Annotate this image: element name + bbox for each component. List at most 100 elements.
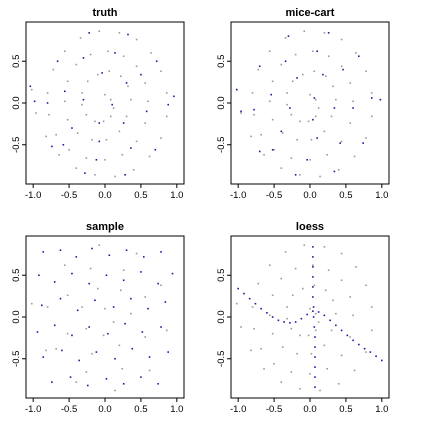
- data-point: [340, 279, 343, 282]
- data-point: [319, 175, 321, 178]
- data-point: [235, 88, 238, 91]
- data-point: [36, 331, 39, 333]
- data-point: [98, 244, 101, 246]
- data-point: [362, 142, 364, 144]
- data-point: [365, 351, 367, 353]
- data-point: [314, 98, 317, 101]
- data-point: [53, 324, 56, 327]
- x-tick-label: -1.0: [230, 404, 246, 415]
- data-point: [122, 279, 125, 282]
- data-point: [302, 73, 304, 76]
- data-point: [312, 286, 314, 288]
- x-tick-label: -1.0: [25, 190, 41, 201]
- panel-title: sample: [86, 221, 124, 233]
- data-point: [131, 347, 134, 350]
- data-point: [271, 332, 274, 335]
- data-point: [296, 138, 298, 141]
- data-point: [85, 371, 88, 373]
- data-point: [289, 107, 291, 109]
- data-point: [165, 329, 168, 332]
- data-point: [104, 93, 106, 96]
- data-point: [323, 344, 326, 347]
- data-point: [299, 174, 301, 176]
- data-point: [280, 381, 283, 383]
- data-point: [271, 148, 274, 151]
- data-point: [290, 327, 293, 330]
- data-point: [240, 326, 242, 328]
- x-tick-label: -1.0: [230, 190, 246, 201]
- data-point: [127, 85, 129, 88]
- data-point: [307, 120, 310, 123]
- data-point: [79, 37, 82, 39]
- data-point: [38, 274, 40, 277]
- data-point: [337, 169, 340, 171]
- data-point: [365, 137, 367, 139]
- data-point: [71, 272, 73, 275]
- data-point: [312, 118, 314, 121]
- data-point: [85, 157, 88, 159]
- data-point: [130, 98, 132, 101]
- data-point: [286, 306, 288, 308]
- data-point: [148, 356, 151, 358]
- data-point: [369, 351, 372, 353]
- data-point: [130, 147, 132, 149]
- data-point: [286, 103, 288, 106]
- data-point: [157, 282, 159, 285]
- data-point: [250, 349, 252, 352]
- data-point: [91, 352, 93, 355]
- data-point: [253, 327, 255, 330]
- data-point: [75, 381, 78, 383]
- data-point: [56, 60, 59, 63]
- data-point: [240, 110, 242, 113]
- data-point: [352, 339, 354, 342]
- data-point: [144, 336, 147, 338]
- data-point: [314, 346, 316, 348]
- panel-1: mice-cart -1.0 -0.5 0.0 0.5 1.0 -0.5 0.0 0.5: [216, 7, 390, 201]
- data-point: [112, 107, 115, 109]
- data-point: [317, 107, 320, 109]
- data-point: [91, 247, 93, 250]
- data-point: [94, 120, 96, 123]
- data-point: [135, 140, 138, 143]
- data-point: [81, 92, 83, 94]
- data-point: [335, 324, 337, 327]
- data-point: [312, 276, 314, 278]
- data-point: [63, 50, 66, 53]
- data-point: [108, 254, 111, 257]
- data-point: [260, 347, 262, 350]
- data-point: [95, 158, 98, 161]
- x-tick-label: 0.5: [339, 190, 352, 201]
- data-point: [284, 37, 287, 39]
- data-point: [365, 284, 367, 287]
- data-point: [88, 326, 90, 328]
- series-1: [237, 246, 383, 388]
- data-point: [327, 32, 330, 34]
- data-point: [349, 296, 352, 298]
- data-point: [91, 138, 93, 141]
- data-point: [98, 122, 101, 124]
- data-point: [309, 372, 311, 375]
- data-point: [71, 334, 73, 337]
- data-point: [251, 306, 254, 308]
- data-point: [310, 352, 313, 355]
- data-point: [314, 366, 316, 368]
- data-point: [312, 50, 314, 53]
- data-point: [85, 113, 88, 116]
- data-point: [78, 359, 80, 362]
- x-tick-label: -0.5: [61, 190, 77, 201]
- data-point: [339, 142, 341, 144]
- data-point: [122, 269, 125, 272]
- data-point: [76, 309, 79, 312]
- data-point: [107, 50, 109, 53]
- x-tick-label: 0.0: [303, 190, 316, 201]
- x-tick-label: 0.0: [98, 404, 111, 415]
- data-point: [130, 297, 132, 300]
- data-point: [313, 284, 316, 287]
- data-point: [71, 127, 73, 129]
- data-point: [240, 112, 242, 114]
- panel-3: loess -1.0 -0.5 0.0 0.5 1.0 -0.5 0.0 0.5: [216, 221, 390, 415]
- data-point: [271, 80, 274, 83]
- y-tick-label: 0.5: [11, 269, 22, 282]
- data-point: [140, 73, 142, 76]
